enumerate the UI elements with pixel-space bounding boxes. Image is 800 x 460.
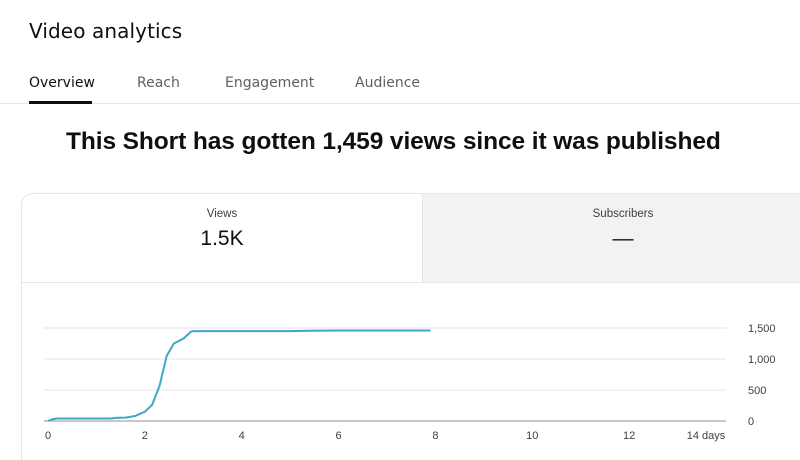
x-tick-label: 6 xyxy=(336,430,342,442)
views-chart: 0 500 1,000 1,500 0 2 4 6 8 10 12 14 days xyxy=(44,323,776,442)
series-line-views xyxy=(47,329,431,422)
tab-bar: Overview Reach Engagement Audience xyxy=(0,70,800,104)
subscribers-metric-tab[interactable]: Subscribers — xyxy=(423,194,800,283)
tab-audience[interactable]: Audience xyxy=(355,75,421,91)
views-headline: This Short has gotten 1,459 views since … xyxy=(66,128,721,155)
y-tick-label: 1,000 xyxy=(748,354,776,366)
y-tick-label: 0 xyxy=(748,416,754,428)
x-tick-label: 8 xyxy=(432,430,438,442)
y-tick-label: 1,500 xyxy=(748,323,776,335)
subscribers-value: — xyxy=(612,227,634,250)
views-metric-tab[interactable]: Views 1.5K xyxy=(22,194,423,283)
subscribers-label: Subscribers xyxy=(592,208,654,220)
x-tick-label: 10 xyxy=(526,430,538,442)
metrics-card: Views 1.5K Subscribers — xyxy=(21,193,800,460)
x-tick-label: 14 days xyxy=(687,430,726,442)
views-value: 1.5K xyxy=(200,227,244,250)
x-tick-label: 2 xyxy=(142,430,148,442)
page-title: Video analytics xyxy=(29,19,183,43)
x-tick-label: 4 xyxy=(239,430,245,442)
x-tick-label: 12 xyxy=(623,430,635,442)
x-tick-label: 0 xyxy=(45,430,51,442)
views-label: Views xyxy=(206,208,238,220)
tab-engagement[interactable]: Engagement xyxy=(225,75,315,91)
y-tick-label: 500 xyxy=(748,385,766,397)
tab-reach[interactable]: Reach xyxy=(137,75,180,91)
active-tab-indicator xyxy=(29,101,92,104)
tab-overview[interactable]: Overview xyxy=(29,75,95,91)
